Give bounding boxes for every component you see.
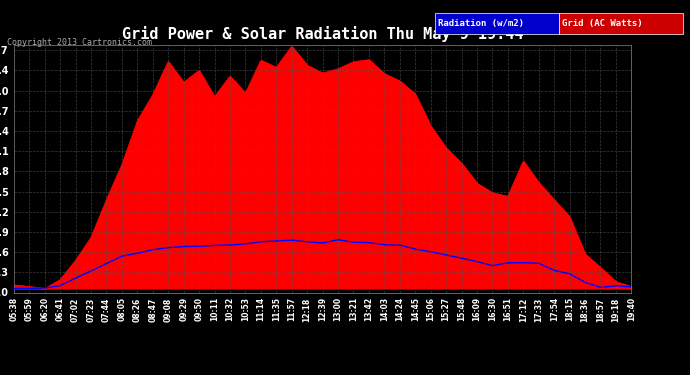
- Text: Radiation (w/m2): Radiation (w/m2): [438, 19, 524, 28]
- Title: Grid Power & Solar Radiation Thu May 9 19:44: Grid Power & Solar Radiation Thu May 9 1…: [122, 27, 523, 42]
- Text: Copyright 2013 Cartronics.com: Copyright 2013 Cartronics.com: [7, 38, 152, 47]
- Text: Grid (AC Watts): Grid (AC Watts): [562, 19, 643, 28]
